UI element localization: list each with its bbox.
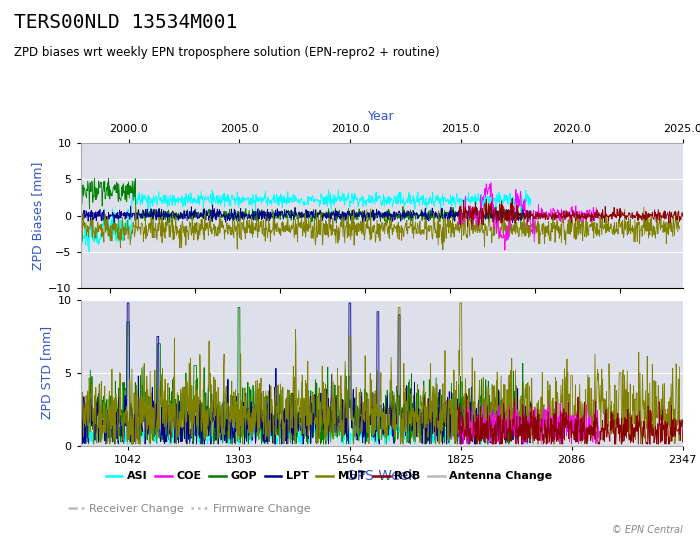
ROB xyxy=(547,215,556,222)
Text: ZPD biases wrt weekly EPN troposphere solution (EPN-repro2 + routine): ZPD biases wrt weekly EPN troposphere so… xyxy=(14,46,440,59)
ASI xyxy=(92,232,100,238)
ROB xyxy=(677,217,685,223)
GOP xyxy=(92,184,100,191)
Line: ROB: ROB xyxy=(458,198,682,230)
COE xyxy=(547,210,556,217)
Legend: ASI, COE, GOP, LPT, MUT, ROB, Antenna Change: ASI, COE, GOP, LPT, MUT, ROB, Antenna Ch… xyxy=(101,467,557,486)
Y-axis label: ZPD Biases [mm]: ZPD Biases [mm] xyxy=(31,161,44,270)
Y-axis label: ZPD STD [mm]: ZPD STD [mm] xyxy=(41,326,53,420)
X-axis label: Year: Year xyxy=(368,110,395,123)
MUT xyxy=(76,230,85,236)
LPT xyxy=(302,214,311,221)
GOP xyxy=(76,182,85,188)
LPT xyxy=(76,215,85,222)
ASI xyxy=(302,201,311,207)
ASI xyxy=(76,225,85,231)
ASI xyxy=(486,197,494,204)
Line: MUT: MUT xyxy=(80,206,680,249)
MUT xyxy=(631,217,639,223)
MUT xyxy=(547,228,556,235)
ROB xyxy=(631,213,639,220)
GOP xyxy=(302,211,311,218)
ROB xyxy=(486,201,494,207)
Text: © EPN Central: © EPN Central xyxy=(612,524,682,535)
Legend: Receiver Change, Firmware Change: Receiver Change, Firmware Change xyxy=(64,500,314,518)
COE xyxy=(486,181,494,187)
Line: LPT: LPT xyxy=(80,205,531,224)
MUT xyxy=(92,235,100,241)
X-axis label: GPS Week: GPS Week xyxy=(346,469,416,483)
LPT xyxy=(486,210,494,217)
ROB xyxy=(678,213,687,220)
Text: TERS00NLD 13534M001: TERS00NLD 13534M001 xyxy=(14,14,237,32)
MUT xyxy=(302,216,311,222)
Line: ASI: ASI xyxy=(80,190,531,252)
Line: GOP: GOP xyxy=(80,178,531,223)
LPT xyxy=(92,208,100,215)
GOP xyxy=(486,206,494,212)
Line: COE: COE xyxy=(458,183,598,250)
MUT xyxy=(486,227,494,234)
